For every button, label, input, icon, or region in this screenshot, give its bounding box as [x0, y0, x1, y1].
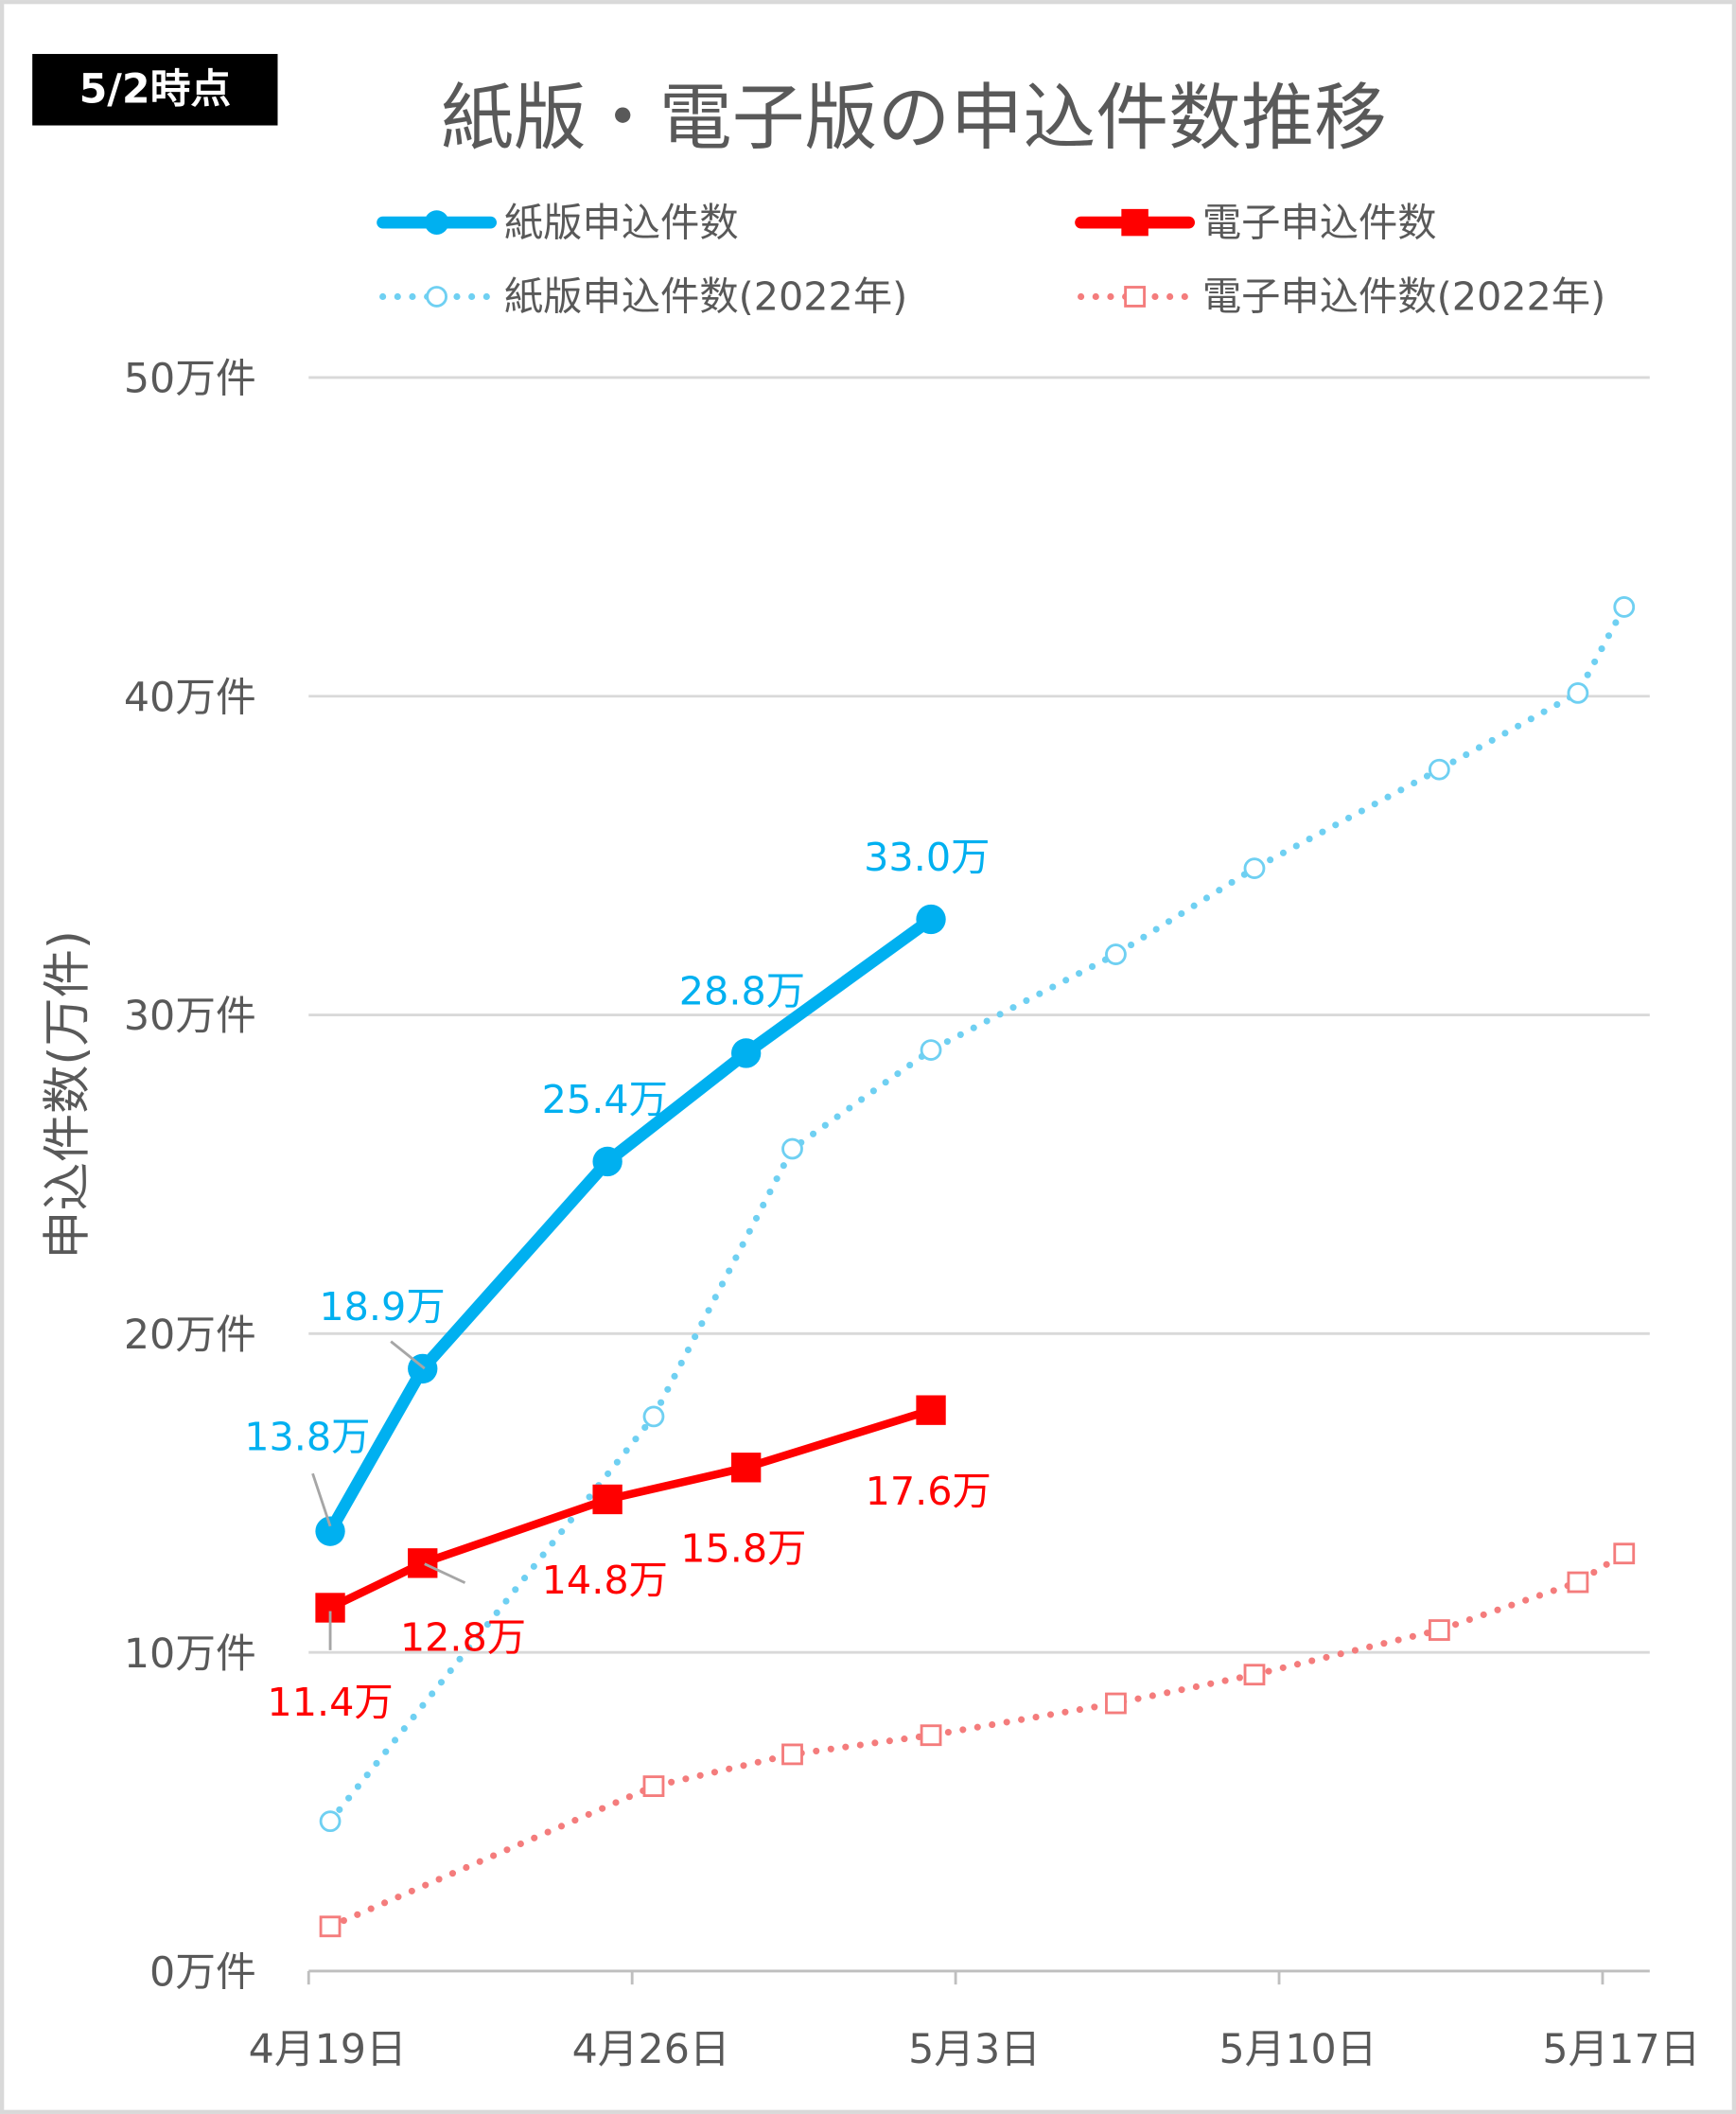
data-point-square	[916, 1395, 946, 1425]
y-tick-label: 40万件	[124, 674, 256, 721]
x-tick-label: 4月26日	[572, 2026, 730, 2073]
axes: 0万件 10万件 20万件 30万件 40万件 50万件 4月19日 4月26日 5月3日 5月1…	[124, 356, 1701, 2073]
series-0	[315, 904, 946, 1546]
data-label: 17.6万	[866, 1469, 991, 1514]
gridlines	[308, 376, 1650, 1654]
data-point-circle	[730, 1038, 762, 1068]
data-label: 13.8万	[244, 1415, 370, 1460]
y-axis-label: 申込件数(万件)	[39, 930, 96, 1260]
y-tick-label: 30万件	[124, 993, 256, 1040]
data-point-open-square	[781, 1743, 803, 1766]
leader-line	[390, 1340, 426, 1370]
data-label: 18.9万	[319, 1284, 445, 1330]
legend-item: 電子申込件数(2022年)	[1078, 274, 1605, 320]
data-point-circle	[315, 1516, 345, 1546]
x-tick-label: 5月10日	[1219, 2026, 1377, 2073]
data-label: 15.8万	[680, 1526, 806, 1572]
data-point-square	[730, 1453, 762, 1483]
data-point-open-square	[1243, 1664, 1266, 1686]
leader-line	[424, 1562, 466, 1584]
y-tick-label: 50万件	[124, 356, 256, 403]
series-1	[315, 1395, 946, 1623]
data-point-open-circle	[1613, 596, 1636, 618]
legend-label: 紙版申込件数	[504, 200, 739, 245]
data-point-square	[408, 1548, 438, 1578]
data-point-square	[592, 1484, 623, 1515]
data-point-circle	[424, 210, 449, 235]
legend-item: 紙版申込件数(2022年)	[379, 274, 907, 320]
data-point-circle	[592, 1146, 623, 1177]
legend-item: 紙版申込件数	[377, 200, 739, 245]
legend-label: 電子申込件数(2022年)	[1202, 274, 1605, 320]
data-label: 12.8万	[400, 1614, 526, 1660]
data-point-open-square	[920, 1724, 942, 1747]
data-point-open-square	[642, 1775, 665, 1797]
data-point-open-square	[319, 1915, 342, 1938]
series-2	[319, 596, 1636, 1833]
data-point-open-circle	[1105, 943, 1127, 965]
x-tick-label: 5月3日	[908, 2026, 1041, 2073]
as-of-badge	[32, 54, 278, 126]
data-label: 25.4万	[542, 1077, 668, 1122]
legend-label: 電子申込件数	[1202, 200, 1437, 245]
data-label: 28.8万	[679, 969, 805, 1014]
data-point-open-circle	[1428, 758, 1450, 781]
chart-title: 紙版・電子版の申込件数推移	[441, 77, 1387, 161]
data-point-open-circle	[642, 1405, 665, 1428]
data-point-square	[1121, 208, 1149, 237]
y-tick-label: 10万件	[124, 1630, 256, 1678]
series-layer	[315, 596, 1636, 1938]
leader-line	[311, 1472, 332, 1527]
y-tick-label: 0万件	[149, 1949, 256, 1997]
data-point-open-circle	[426, 286, 447, 308]
series-line	[326, 1550, 1628, 1930]
data-point-open-circle	[920, 1039, 942, 1061]
data-point-open-circle	[319, 1810, 342, 1833]
data-point-open-circle	[1243, 857, 1266, 880]
x-tick-label: 5月17日	[1542, 2026, 1700, 2073]
data-point-open-circle	[781, 1137, 803, 1160]
data-point-open-square	[1124, 286, 1146, 308]
data-label: 11.4万	[267, 1680, 393, 1725]
legend-label: 紙版申込件数(2022年)	[504, 274, 907, 320]
data-label: 33.0万	[864, 835, 990, 880]
data-point-open-circle	[1567, 681, 1589, 704]
data-point-circle	[916, 904, 946, 935]
series-3	[319, 1542, 1636, 1938]
data-point-open-square	[1567, 1571, 1589, 1594]
x-tick-label: 4月19日	[249, 2026, 407, 2073]
y-tick-label: 20万件	[124, 1312, 256, 1359]
data-label: 14.8万	[542, 1558, 668, 1603]
data-point-open-square	[1105, 1692, 1127, 1715]
data-point-open-square	[1613, 1542, 1636, 1565]
data-point-open-square	[1428, 1619, 1450, 1641]
as-of-badge-text: 5/2時点	[79, 65, 232, 113]
legend-item: 電子申込件数	[1075, 200, 1437, 245]
